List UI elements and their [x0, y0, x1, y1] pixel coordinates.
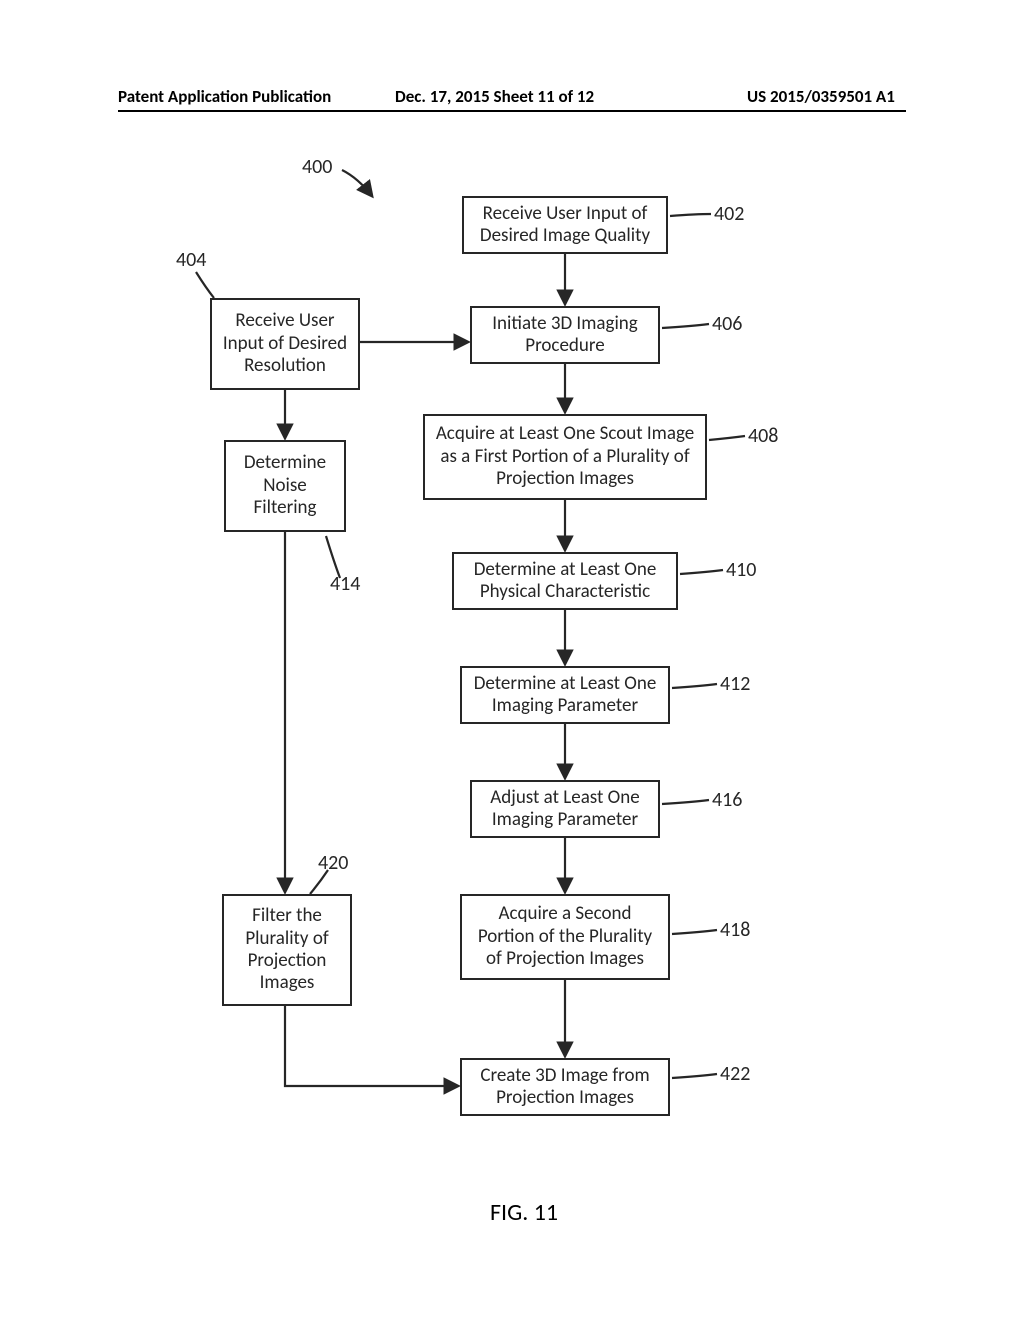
- header-rule: [118, 110, 906, 112]
- header-center: Dec. 17, 2015 Sheet 11 of 12: [395, 86, 594, 107]
- box-412-text: Determine at Least One Imaging Parameter: [472, 673, 658, 718]
- ref-422: 422: [720, 1062, 750, 1086]
- box-406: Initiate 3D Imaging Procedure: [470, 306, 660, 364]
- ref-420: 420: [318, 851, 348, 875]
- box-420: Filter the Plurality of Projection Image…: [222, 894, 352, 1006]
- ref-408: 408: [748, 424, 778, 448]
- ref-416: 416: [712, 788, 742, 812]
- page: Patent Application Publication Dec. 17, …: [0, 0, 1024, 1320]
- box-414: Determine Noise Filtering: [224, 440, 346, 532]
- header-right: US 2015/0359501 A1: [747, 86, 895, 107]
- ref-418: 418: [720, 918, 750, 942]
- box-410-text: Determine at Least One Physical Characte…: [464, 559, 666, 604]
- header-left: Patent Application Publication: [118, 86, 331, 107]
- box-420-text: Filter the Plurality of Projection Image…: [234, 905, 340, 995]
- ref-414: 414: [330, 572, 360, 596]
- box-410: Determine at Least One Physical Characte…: [452, 552, 678, 610]
- box-404-text: Receive User Input of Desired Resolution: [222, 310, 348, 377]
- ref-404: 404: [176, 248, 206, 272]
- box-402: Receive User Input of Desired Image Qual…: [462, 196, 668, 254]
- ref-402: 402: [714, 202, 744, 226]
- ref-400: 400: [302, 155, 332, 179]
- box-404: Receive User Input of Desired Resolution: [210, 298, 360, 390]
- box-416-text: Adjust at Least One Imaging Parameter: [482, 787, 648, 832]
- box-408: Acquire at Least One Scout Image as a Fi…: [423, 414, 707, 500]
- box-418: Acquire a Second Portion of the Pluralit…: [460, 894, 670, 980]
- box-412: Determine at Least One Imaging Parameter: [460, 666, 670, 724]
- box-406-text: Initiate 3D Imaging Procedure: [482, 313, 648, 358]
- box-408-text: Acquire at Least One Scout Image as a Fi…: [435, 423, 695, 490]
- figure-label: FIG. 11: [490, 1198, 558, 1227]
- box-416: Adjust at Least One Imaging Parameter: [470, 780, 660, 838]
- ref-406: 406: [712, 312, 742, 336]
- ref-412: 412: [720, 672, 750, 696]
- box-418-text: Acquire a Second Portion of the Pluralit…: [472, 903, 658, 970]
- box-422-text: Create 3D Image from Projection Images: [472, 1065, 658, 1110]
- box-402-text: Receive User Input of Desired Image Qual…: [474, 203, 656, 248]
- ref-410: 410: [726, 558, 756, 582]
- box-414-text: Determine Noise Filtering: [236, 452, 334, 519]
- box-422: Create 3D Image from Projection Images: [460, 1058, 670, 1116]
